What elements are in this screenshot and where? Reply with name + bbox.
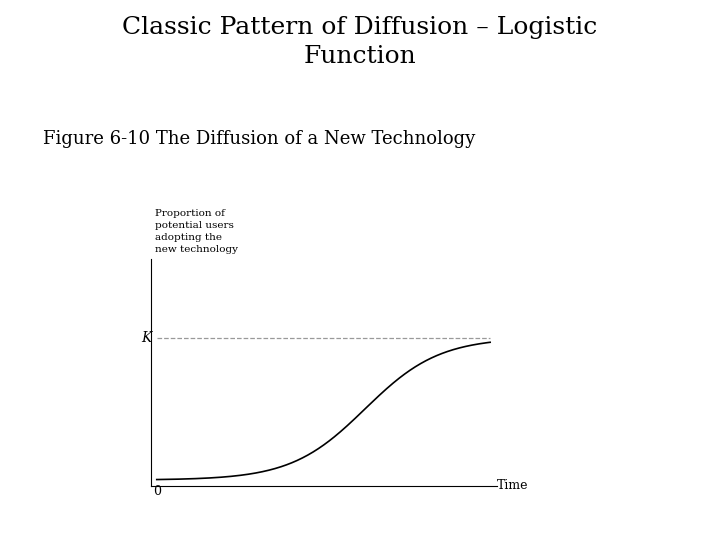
Text: K: K (141, 330, 152, 345)
Text: Proportion of
potential users
adopting the
new technology: Proportion of potential users adopting t… (155, 210, 238, 254)
Text: Classic Pattern of Diffusion – Logistic
Function: Classic Pattern of Diffusion – Logistic … (122, 16, 598, 68)
Text: Time: Time (497, 478, 528, 491)
Text: Figure 6-10 The Diffusion of a New Technology: Figure 6-10 The Diffusion of a New Techn… (43, 130, 475, 147)
Text: 0: 0 (153, 485, 161, 498)
